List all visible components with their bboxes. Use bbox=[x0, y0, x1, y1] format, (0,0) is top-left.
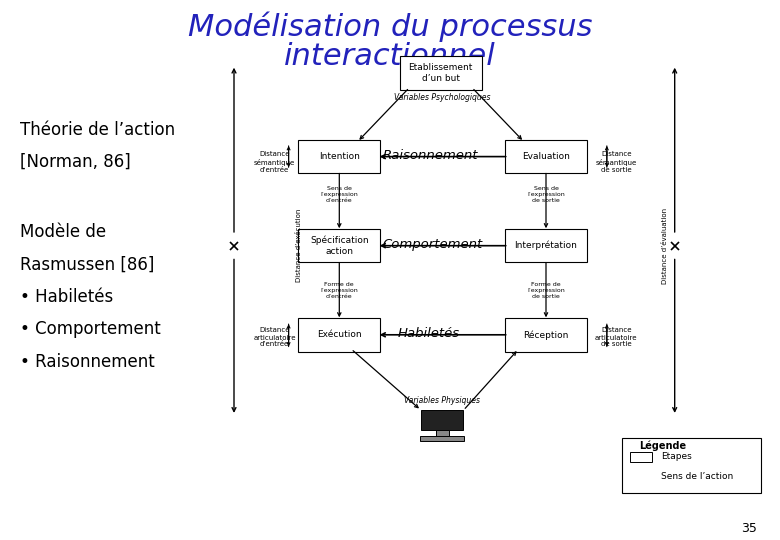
Text: Sens de l’action: Sens de l’action bbox=[661, 472, 734, 481]
Text: • Raisonnement: • Raisonnement bbox=[20, 353, 154, 371]
Text: Comportement: Comportement bbox=[382, 238, 483, 251]
Text: interactionnel: interactionnel bbox=[284, 42, 496, 71]
Text: Distance
articulatoire
de sortie: Distance articulatoire de sortie bbox=[595, 327, 637, 348]
Text: Interprétation: Interprétation bbox=[515, 241, 577, 251]
Text: Intention: Intention bbox=[319, 152, 360, 161]
FancyBboxPatch shape bbox=[505, 318, 587, 352]
FancyBboxPatch shape bbox=[298, 318, 381, 352]
Text: Légende: Légende bbox=[640, 440, 686, 451]
Text: Variables Physiques: Variables Physiques bbox=[404, 396, 480, 405]
Text: Sens de
l’expression
de sortie: Sens de l’expression de sortie bbox=[527, 186, 565, 202]
FancyBboxPatch shape bbox=[399, 56, 481, 90]
Text: Distance
sémantique
d’entrée: Distance sémantique d’entrée bbox=[254, 151, 295, 173]
Text: • Comportement: • Comportement bbox=[20, 320, 160, 339]
Text: Modèle de: Modèle de bbox=[20, 223, 105, 241]
Text: Sens de
l’expression
d’entrée: Sens de l’expression d’entrée bbox=[321, 186, 358, 202]
Text: Rasmussen [86]: Rasmussen [86] bbox=[20, 255, 154, 274]
Text: Variables Psychologiques: Variables Psychologiques bbox=[394, 93, 491, 102]
FancyBboxPatch shape bbox=[505, 229, 587, 262]
Text: Forme de
l’expression
de sortie: Forme de l’expression de sortie bbox=[527, 282, 565, 299]
Text: Evaluation: Evaluation bbox=[522, 152, 570, 161]
FancyBboxPatch shape bbox=[505, 140, 587, 173]
Text: Forme de
l’expression
d’entrée: Forme de l’expression d’entrée bbox=[321, 282, 358, 299]
Text: Habiletés: Habiletés bbox=[398, 327, 460, 340]
Bar bbox=[630, 452, 652, 462]
Bar bbox=[421, 410, 463, 430]
Text: [Norman, 86]: [Norman, 86] bbox=[20, 153, 130, 171]
FancyBboxPatch shape bbox=[622, 438, 760, 493]
Text: Etapes: Etapes bbox=[661, 453, 692, 461]
Text: Distance
sémantique
de sortie: Distance sémantique de sortie bbox=[596, 151, 636, 173]
Text: 35: 35 bbox=[741, 522, 757, 535]
Bar bbox=[436, 430, 448, 436]
Text: Réception: Réception bbox=[523, 330, 569, 340]
Text: Etablissement
d’un but: Etablissement d’un but bbox=[409, 63, 473, 83]
Text: Distance
articulatoire
d’entrée: Distance articulatoire d’entrée bbox=[254, 327, 296, 348]
Text: Distance d’évaluation: Distance d’évaluation bbox=[661, 208, 668, 284]
FancyBboxPatch shape bbox=[298, 229, 381, 262]
Text: Exécution: Exécution bbox=[317, 330, 362, 339]
Text: Raisonnement: Raisonnement bbox=[382, 149, 477, 162]
Text: Modélisation du processus: Modélisation du processus bbox=[188, 12, 592, 42]
Text: • Habiletés: • Habiletés bbox=[20, 288, 113, 306]
FancyBboxPatch shape bbox=[298, 140, 381, 173]
Text: Distance d’exécution: Distance d’exécution bbox=[296, 209, 302, 282]
Text: Spécification
action: Spécification action bbox=[310, 236, 369, 255]
Bar bbox=[420, 436, 464, 441]
Text: Théorie de l’action: Théorie de l’action bbox=[20, 120, 175, 139]
